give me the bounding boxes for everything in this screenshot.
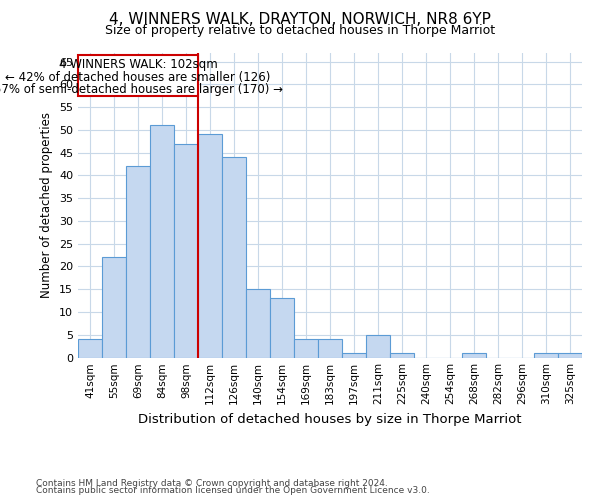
Y-axis label: Number of detached properties: Number of detached properties <box>40 112 53 298</box>
Text: 4 WINNERS WALK: 102sqm: 4 WINNERS WALK: 102sqm <box>59 58 217 71</box>
Text: Size of property relative to detached houses in Thorpe Marriot: Size of property relative to detached ho… <box>105 24 495 37</box>
X-axis label: Distribution of detached houses by size in Thorpe Marriot: Distribution of detached houses by size … <box>138 413 522 426</box>
Bar <box>198 134 222 358</box>
Bar <box>246 289 270 358</box>
Bar <box>462 353 486 358</box>
Bar <box>390 353 414 358</box>
Text: ← 42% of detached houses are smaller (126): ← 42% of detached houses are smaller (12… <box>5 70 271 84</box>
Bar <box>222 157 246 358</box>
Bar <box>366 334 390 357</box>
Text: Contains public sector information licensed under the Open Government Licence v3: Contains public sector information licen… <box>36 486 430 495</box>
FancyBboxPatch shape <box>78 55 198 96</box>
Bar <box>126 166 150 358</box>
Bar <box>174 144 198 358</box>
Text: Contains HM Land Registry data © Crown copyright and database right 2024.: Contains HM Land Registry data © Crown c… <box>36 478 388 488</box>
Bar <box>150 126 174 358</box>
Bar <box>342 353 366 358</box>
Bar <box>318 340 342 357</box>
Bar <box>534 353 558 358</box>
Text: 4, WINNERS WALK, DRAYTON, NORWICH, NR8 6YP: 4, WINNERS WALK, DRAYTON, NORWICH, NR8 6… <box>109 12 491 28</box>
Bar <box>270 298 294 358</box>
Bar <box>294 340 318 357</box>
Bar <box>78 340 102 357</box>
Text: 57% of semi-detached houses are larger (170) →: 57% of semi-detached houses are larger (… <box>0 84 283 96</box>
Bar <box>558 353 582 358</box>
Bar <box>102 258 126 358</box>
